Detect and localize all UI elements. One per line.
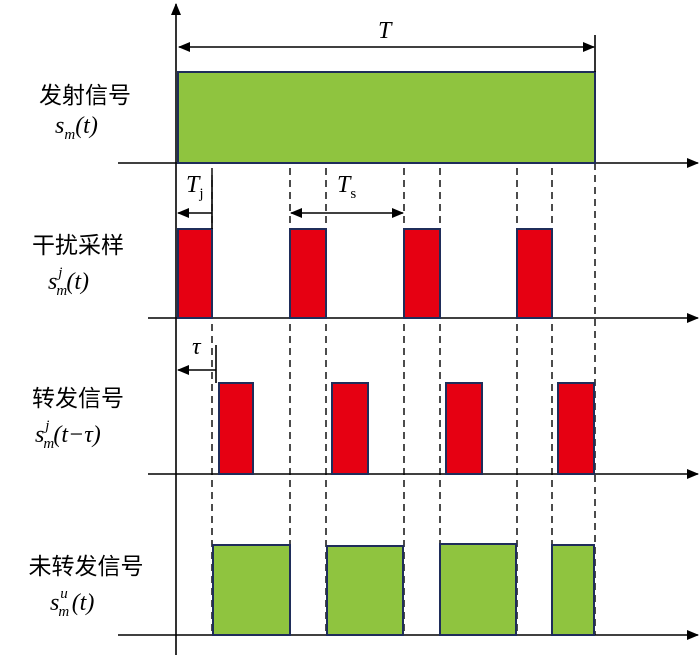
row-label: 转发信号: [32, 386, 124, 412]
row-symbol: smu (t): [50, 586, 94, 620]
pulses: [177, 71, 596, 636]
dimension-arrows: [177, 35, 596, 383]
interval-label: Ts: [337, 172, 356, 202]
row-label: 未转发信号: [29, 554, 144, 580]
delay-label: τ: [192, 334, 202, 360]
dashed-guides: [211, 72, 596, 635]
jam-width-label: Tj: [186, 172, 204, 202]
period-label: T: [378, 18, 393, 44]
row-symbol: sm(t): [55, 113, 98, 143]
annotations: T Tj Ts τ: [186, 18, 393, 360]
row-symbol: smj (t): [48, 265, 89, 299]
row-labels: 发射信号 sm(t) 干扰采样 smj (t) 转发信号 smj (t−τ) 未转发…: [29, 83, 144, 620]
row-label: 发射信号: [39, 83, 131, 109]
row-symbol: smj (t−τ): [35, 418, 101, 452]
row-label: 干扰采样: [32, 233, 124, 259]
